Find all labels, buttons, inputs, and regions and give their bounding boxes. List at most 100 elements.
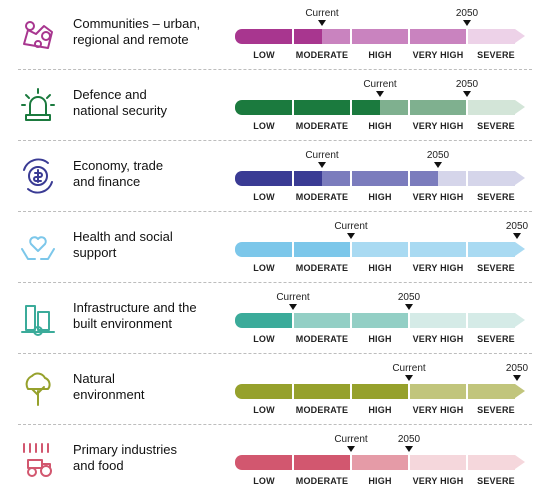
level-separator (408, 242, 410, 257)
risk-bar (235, 384, 530, 399)
level-label: SEVERE (477, 476, 515, 486)
risk-row: Defence and national security LOW MODERATE H… (0, 73, 550, 144)
level-label: SEVERE (477, 263, 515, 273)
risk-row: Economy, trade and finance LOW MODERATE HIGH… (0, 144, 550, 215)
level-label: MODERATE (295, 334, 349, 344)
level-label: HIGH (368, 121, 392, 131)
row-title-line: support (73, 245, 117, 260)
bar-arrow-tip (515, 313, 525, 327)
risk-scale: LOW MODERATE HIGH VERY HIGH SEVERE Current 205… (235, 428, 535, 499)
level-separator (292, 242, 294, 257)
future-marker: 2050 (408, 150, 468, 168)
bar-arrow-tip (515, 455, 525, 469)
tree-icon (18, 369, 58, 409)
future-marker-triangle (405, 304, 413, 310)
row-title-line: and food (73, 458, 124, 473)
future-marker: 2050 (437, 79, 497, 97)
current-marker-label: Current (334, 221, 368, 232)
row-divider (18, 211, 532, 212)
bar-zone-projected (322, 29, 467, 44)
future-marker-triangle (463, 20, 471, 26)
risk-scale: LOW MODERATE HIGH VERY HIGH SEVERE Current 205… (235, 215, 535, 286)
future-marker-triangle (463, 91, 471, 97)
row-title: Natural environment (73, 371, 145, 403)
row-title-line: Natural (73, 371, 115, 386)
future-marker: 2050 (437, 8, 497, 26)
level-separator (350, 455, 352, 470)
level-label: MODERATE (295, 263, 349, 273)
current-marker-label: Current (276, 292, 310, 303)
level-label: MODERATE (295, 50, 349, 60)
bar-zone-projected (409, 384, 515, 399)
dollar-cycle-icon (18, 156, 58, 196)
current-marker: Current (321, 221, 381, 239)
risk-scale: LOW MODERATE HIGH VERY HIGH SEVERE Current 205… (235, 286, 535, 357)
risk-bar (235, 100, 530, 115)
level-separator (292, 29, 294, 44)
level-label: LOW (253, 405, 275, 415)
bar-arrow-tip (515, 29, 525, 43)
level-separator (466, 29, 468, 44)
bar-zone-remaining (467, 100, 515, 115)
row-divider (18, 282, 532, 283)
risk-bar (235, 455, 530, 470)
risk-bar (235, 171, 530, 186)
current-marker-label: Current (392, 363, 426, 374)
level-label: HIGH (368, 50, 392, 60)
future-marker-triangle (513, 233, 521, 239)
level-label: LOW (253, 263, 275, 273)
bar-arrow-tip (515, 242, 525, 256)
risk-row: Communities – urban, regional and remote L… (0, 2, 550, 73)
level-separator (292, 455, 294, 470)
current-marker-triangle (376, 91, 384, 97)
risk-bar (235, 313, 530, 328)
row-title-line: Economy, trade (73, 158, 164, 173)
siren-icon (18, 85, 58, 125)
level-label: VERY HIGH (412, 405, 464, 415)
level-label: VERY HIGH (412, 263, 464, 273)
level-label: SEVERE (477, 334, 515, 344)
risk-bar (235, 242, 530, 257)
level-label: SEVERE (477, 50, 515, 60)
buildings-gear-icon (18, 298, 58, 338)
row-title-line: Primary industries (73, 442, 178, 457)
future-marker: 2050 (379, 434, 439, 452)
level-label: HIGH (368, 263, 392, 273)
level-separator (350, 171, 352, 186)
row-title-line: Defence and (73, 87, 147, 102)
current-marker-triangle (347, 233, 355, 239)
row-title-line: environment (73, 387, 145, 402)
risk-row: Primary industries and food LOW MODERATE HIG… (0, 428, 550, 499)
level-separator (408, 100, 410, 115)
future-marker: 2050 (487, 221, 547, 239)
bar-zone-projected (322, 171, 438, 186)
level-separator (466, 455, 468, 470)
level-separator (350, 29, 352, 44)
risk-scale: LOW MODERATE HIGH VERY HIGH SEVERE Current 205… (235, 73, 535, 144)
current-marker-label: Current (305, 8, 339, 19)
level-separator (466, 242, 468, 257)
level-label: VERY HIGH (412, 476, 464, 486)
level-separator (466, 313, 468, 328)
bar-zone-projected (380, 100, 467, 115)
level-label: SEVERE (477, 405, 515, 415)
row-title: Health and social support (73, 229, 173, 261)
level-label: VERY HIGH (412, 121, 464, 131)
level-separator (466, 384, 468, 399)
level-separator (350, 242, 352, 257)
level-label: MODERATE (295, 192, 349, 202)
level-label: SEVERE (477, 192, 515, 202)
level-label: MODERATE (295, 476, 349, 486)
row-divider (18, 140, 532, 141)
future-marker-triangle (434, 162, 442, 168)
level-separator (292, 171, 294, 186)
level-label: LOW (253, 192, 275, 202)
level-separator (408, 455, 410, 470)
level-separator (408, 313, 410, 328)
row-title-line: national security (73, 103, 167, 118)
bar-zone-projected (351, 455, 409, 470)
current-marker-label: Current (363, 79, 397, 90)
risk-scale: LOW MODERATE HIGH VERY HIGH SEVERE Current 205… (235, 144, 535, 215)
row-title: Communities – urban, regional and remote (73, 16, 200, 48)
future-marker-label: 2050 (455, 79, 479, 90)
